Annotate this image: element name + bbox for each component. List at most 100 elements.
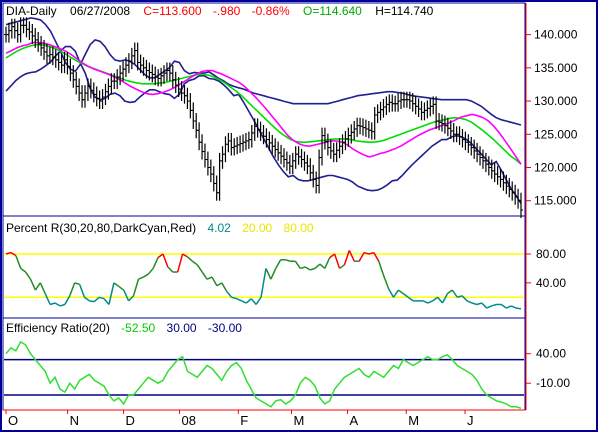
price-tick-label: 115.000 <box>534 194 577 208</box>
percent-r-segment <box>231 296 237 300</box>
percent-r-segment <box>39 282 46 294</box>
percent-r-segment <box>44 293 51 305</box>
percent-r-segment <box>216 282 223 287</box>
percent-r-segment <box>382 275 390 289</box>
price-tick-label: 125.000 <box>534 127 578 141</box>
change-pct-label: -0.86% <box>252 4 290 18</box>
price-tick-label: 120.000 <box>534 160 578 174</box>
percent-r-segment <box>397 289 404 295</box>
efficiency-title-row: Efficiency Ratio(20) -52.50 30.00 -30.00 <box>6 321 242 335</box>
percent-r-segment <box>294 260 301 269</box>
percent-r-segment <box>333 253 341 269</box>
percent-r-segment <box>275 259 282 269</box>
percent-r-segment <box>69 282 76 297</box>
efficiency-line <box>5 340 522 410</box>
percent-r-segment <box>10 251 17 257</box>
price-axis-ticks: 140.000 135.000 130.000 125.000 120.000 115.0… <box>526 28 578 208</box>
percent-r-segment <box>15 255 22 269</box>
efficiency-series-line <box>5 340 522 410</box>
efficiency-title: Efficiency Ratio(20) <box>6 321 110 335</box>
percent-r-segment <box>186 256 193 262</box>
percent-r-segment <box>500 303 507 309</box>
percent-r-segment <box>98 296 105 300</box>
percent-r-segment <box>147 267 154 275</box>
open-label: O=114.640 <box>303 4 362 18</box>
efficiency-value: -52.50 <box>121 321 155 335</box>
percent-r-segment <box>437 296 444 304</box>
percent-r-segment <box>103 298 110 305</box>
percent-r-segment <box>176 253 184 273</box>
percent-r-title-row: Percent R(30,20,80,DarkCyan,Red) 4.02 20… <box>6 221 314 235</box>
percent-r-segment <box>457 295 463 298</box>
price-bars <box>4 17 523 218</box>
x-tick-label: F <box>240 413 248 428</box>
percent-r-segment <box>441 293 449 304</box>
percent-r-segment <box>211 276 218 287</box>
percent-r-segment <box>84 296 90 302</box>
percent-r-segment <box>476 302 482 306</box>
percent-r-segment <box>300 266 306 270</box>
percent-r-segment <box>128 295 135 302</box>
percent-r-tick-label: 80.00 <box>536 247 566 261</box>
date-label: 06/27/2008 <box>70 4 130 18</box>
percent-r-segment <box>255 296 262 305</box>
percent-r-segment <box>339 264 345 270</box>
percent-r-segment <box>226 291 233 298</box>
percent-r-segment <box>363 251 370 255</box>
percent-r-segment <box>427 300 434 304</box>
percent-r-segment <box>89 300 95 303</box>
percent-r-segment <box>142 273 149 278</box>
x-tick-label: N <box>70 413 79 428</box>
percent-r-segment <box>113 282 120 288</box>
percent-r-segment <box>162 253 169 268</box>
percent-r-segment <box>358 252 365 262</box>
x-tick-label: J <box>467 413 474 428</box>
percent-r-segment <box>157 253 164 259</box>
percent-r-segment <box>64 295 71 305</box>
percent-r-segment <box>378 260 385 276</box>
percent-r-segment <box>432 296 439 302</box>
percent-r-segment <box>471 302 478 306</box>
percent-r-segment <box>407 296 414 302</box>
percent-r-segment <box>191 260 198 266</box>
percent-r-axis-ticks: 80.00 40.00 <box>526 247 566 290</box>
percent-r-segment <box>515 307 522 310</box>
percent-r-segment <box>196 264 203 273</box>
percent-r-segment <box>491 303 497 307</box>
percent-r-segment <box>20 267 27 273</box>
percent-r-segment <box>167 266 174 273</box>
percent-r-segment <box>5 251 12 255</box>
price-bands <box>5 17 522 204</box>
close-label: C=113.600 <box>143 4 201 18</box>
percent-r-segment <box>201 271 208 280</box>
percent-r-segment <box>304 266 311 271</box>
change-label: -.980 <box>213 4 241 18</box>
percent-r-segment <box>319 263 326 269</box>
efficiency-tick-label: -10.00 <box>536 376 570 390</box>
x-tick-label: O <box>8 413 18 428</box>
percent-r-segment <box>486 305 492 309</box>
percent-r-lower: 20.00 <box>242 221 272 235</box>
percent-r-segment <box>505 305 512 309</box>
percent-r-segment <box>265 268 272 280</box>
high-label: H=114.740 <box>375 4 433 18</box>
percent-r-segment <box>373 252 380 262</box>
price-tick-label: 140.000 <box>534 28 578 42</box>
efficiency-upper: 30.00 <box>167 321 197 335</box>
x-axis: O N D 08 F M A M J <box>3 409 525 428</box>
percent-r-segment <box>451 289 458 298</box>
percent-r-tick-label: 40.00 <box>536 276 566 290</box>
percent-r-segment <box>93 296 100 303</box>
x-tick-label: M <box>293 413 304 428</box>
percent-r-segment <box>329 253 336 259</box>
price-bar <box>519 192 523 218</box>
percent-r-segment <box>123 289 130 302</box>
percent-r-segment <box>510 305 517 309</box>
percent-r-segment <box>314 263 321 269</box>
x-tick-label: A <box>349 413 358 428</box>
percent-r-segment <box>241 300 247 304</box>
percent-r-segment <box>54 302 61 307</box>
percent-r-segment <box>446 289 453 295</box>
